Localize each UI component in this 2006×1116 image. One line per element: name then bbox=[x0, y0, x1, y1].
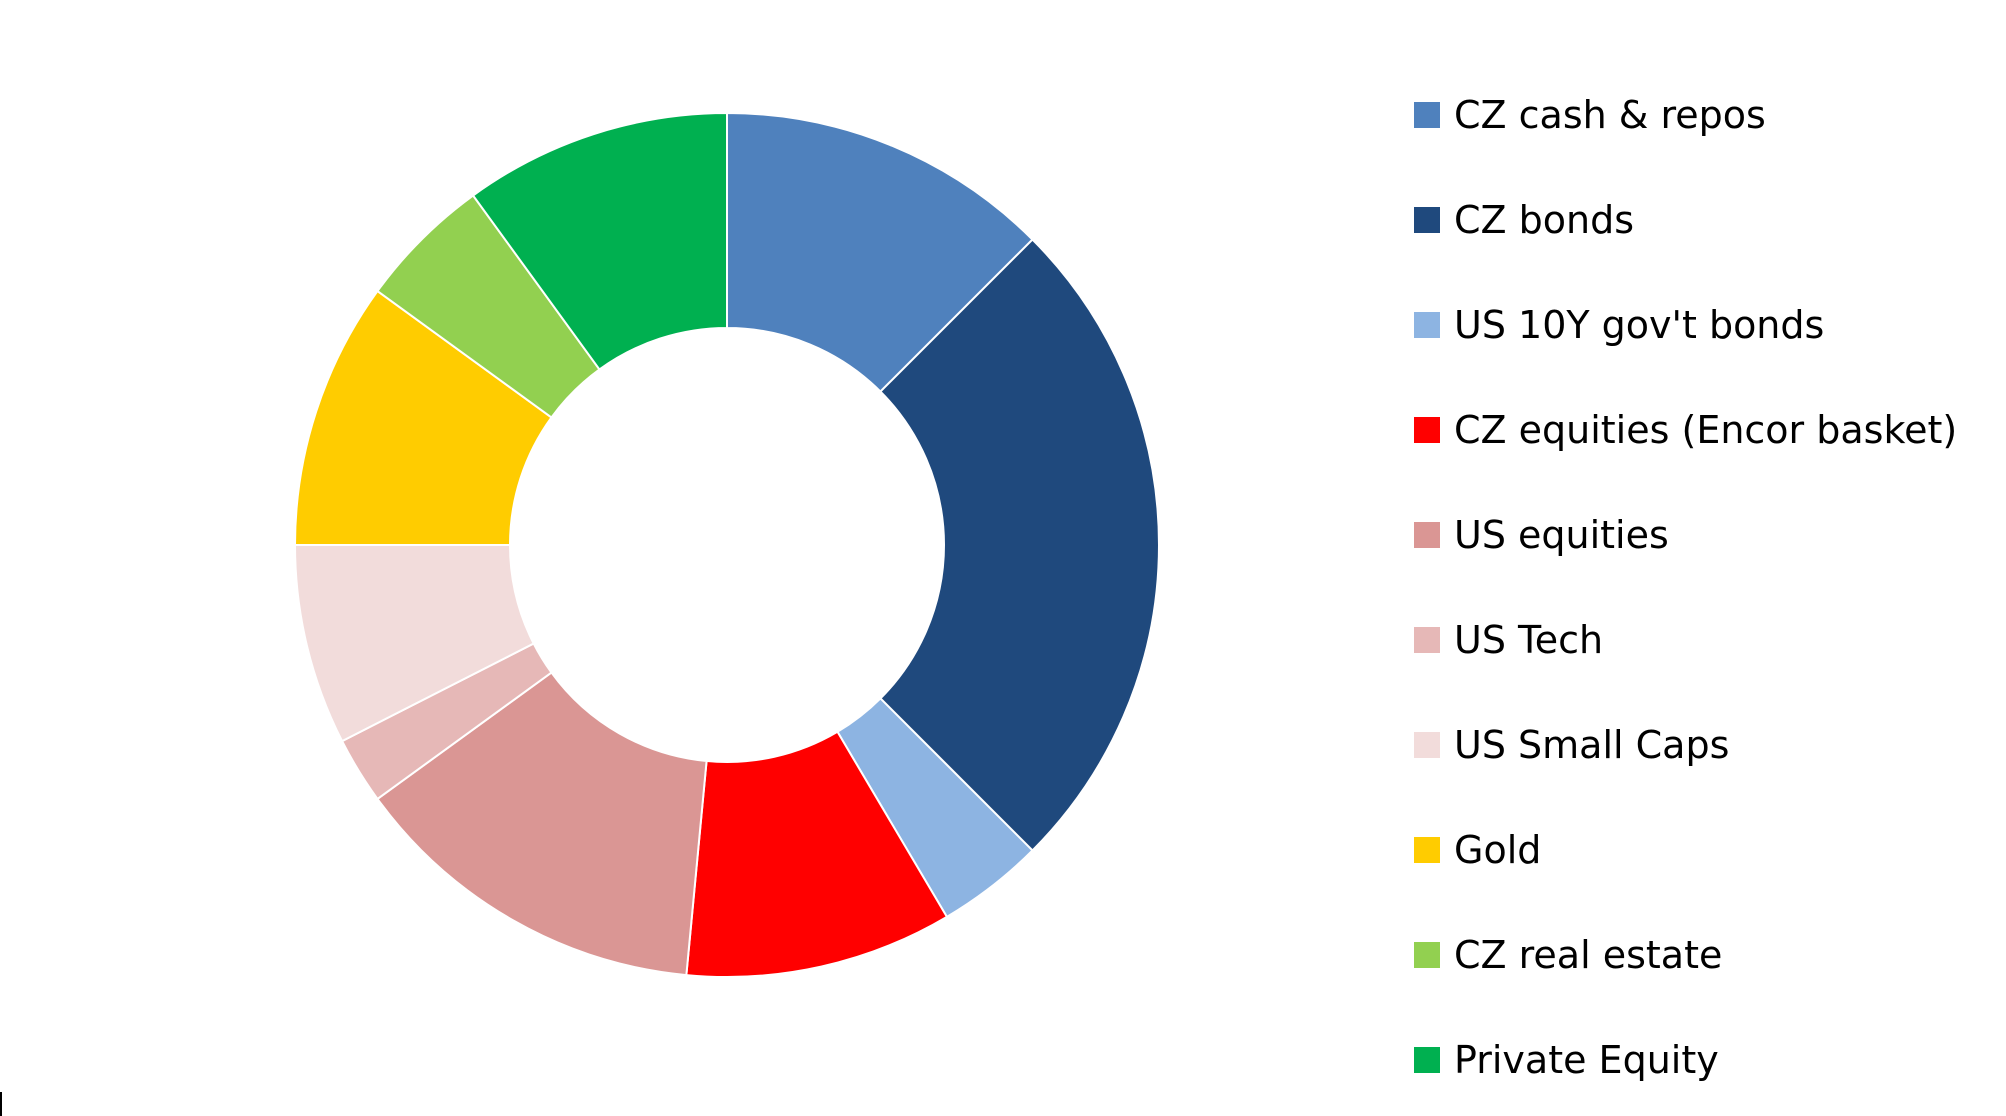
legend-swatch bbox=[1414, 836, 1440, 863]
legend-swatch bbox=[1414, 311, 1440, 338]
legend-label: CZ real estate bbox=[1454, 932, 1723, 977]
legend-swatch bbox=[1414, 416, 1440, 443]
legend-label: US Small Caps bbox=[1454, 722, 1730, 767]
legend-label: Gold bbox=[1454, 827, 1542, 872]
legend-item-7: US Small Caps bbox=[1414, 692, 1994, 797]
legend-swatch bbox=[1414, 941, 1440, 968]
legend-label: CZ equities (Encor basket) bbox=[1454, 407, 1958, 452]
legend-swatch bbox=[1414, 731, 1440, 758]
donut-slice-1 bbox=[726, 111, 1034, 393]
legend-label: US equities bbox=[1454, 512, 1669, 557]
legend-label: US 10Y gov't bonds bbox=[1454, 302, 1825, 347]
legend-item-3: US 10Y gov't bonds bbox=[1414, 272, 1994, 377]
legend-label: US Tech bbox=[1454, 617, 1604, 662]
legend-item-1: CZ cash & repos bbox=[1414, 62, 1994, 167]
legend-item-6: US Tech bbox=[1414, 587, 1994, 692]
legend-item-8: Gold bbox=[1414, 797, 1994, 902]
donut-slice-2 bbox=[879, 238, 1160, 852]
legend-item-2: CZ bonds bbox=[1414, 167, 1994, 272]
legend-swatch bbox=[1414, 521, 1440, 548]
legend-item-9: CZ real estate bbox=[1414, 902, 1994, 1007]
legend-swatch bbox=[1414, 626, 1440, 653]
donut-slice-10 bbox=[471, 111, 728, 371]
legend-item-4: CZ equities (Encor basket) bbox=[1414, 377, 1994, 482]
legend-swatch bbox=[1414, 101, 1440, 128]
legend-item-10: Private Equity bbox=[1414, 1007, 1994, 1112]
legend-label: Private Equity bbox=[1454, 1037, 1719, 1082]
legend-label: CZ cash & repos bbox=[1454, 92, 1766, 137]
chart-legend: CZ cash & repos CZ bonds US 10Y gov't bond… bbox=[1414, 62, 1994, 1112]
donut-slice-5 bbox=[376, 671, 708, 977]
legend-swatch bbox=[1414, 206, 1440, 233]
edge-tick-mark bbox=[0, 1092, 2, 1116]
legend-label: CZ bonds bbox=[1454, 197, 1635, 242]
legend-swatch bbox=[1414, 1046, 1440, 1073]
legend-item-5: US equities bbox=[1414, 482, 1994, 587]
